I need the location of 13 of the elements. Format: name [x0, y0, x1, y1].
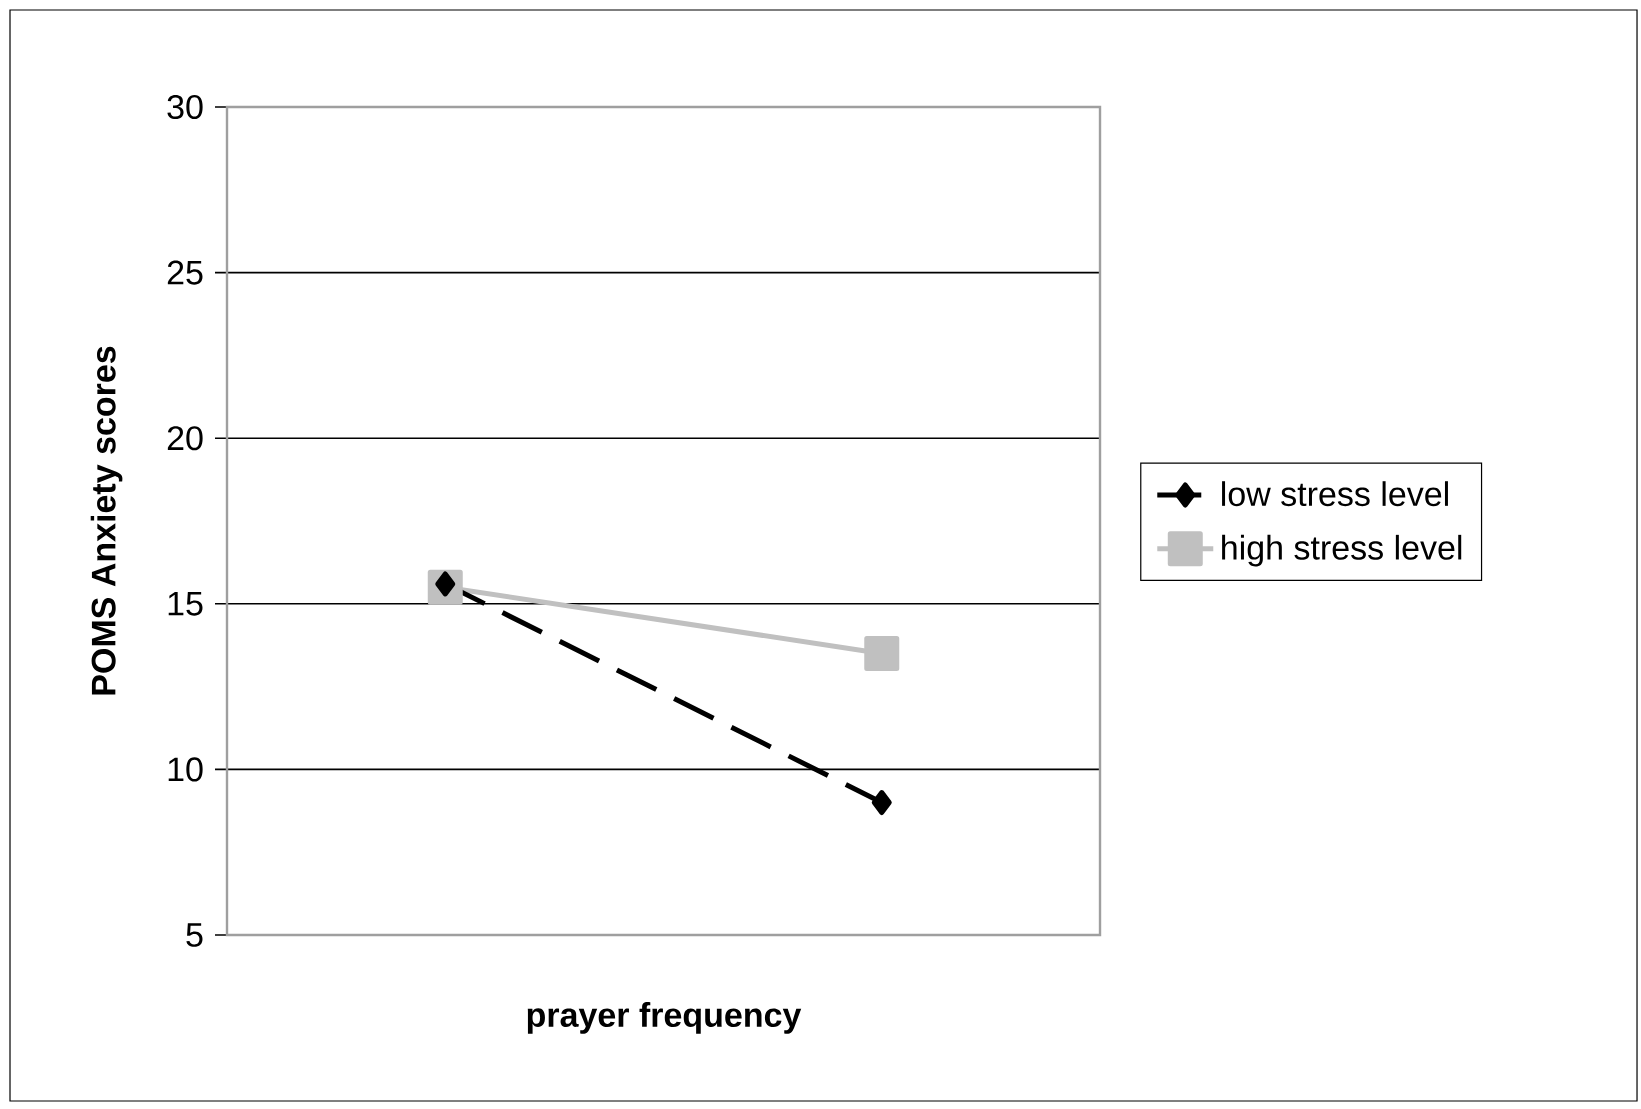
- point: [864, 635, 900, 671]
- y-tick-label: 20: [167, 426, 203, 451]
- y-tick-label: 10: [168, 757, 203, 782]
- x-axis-title: prayer frequency: [527, 1002, 802, 1034]
- point: [871, 790, 892, 816]
- legend-label: low stress level: [1222, 481, 1448, 507]
- legend-label: high stress level: [1222, 534, 1462, 567]
- y-tick-label: 5: [186, 923, 203, 947]
- y-tick-label: 30: [167, 94, 203, 120]
- point: [435, 571, 456, 597]
- y-tick-label: 15: [168, 591, 203, 616]
- y-axis-title: POMS Anxiety scores: [90, 346, 123, 695]
- y-tick-label: 25: [167, 260, 203, 285]
